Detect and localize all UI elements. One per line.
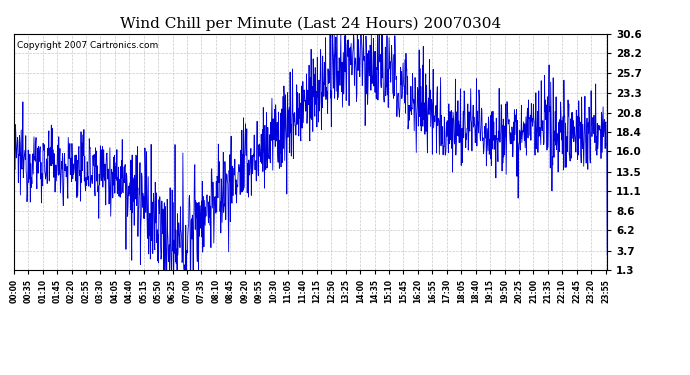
Title: Wind Chill per Minute (Last 24 Hours) 20070304: Wind Chill per Minute (Last 24 Hours) 20… bbox=[120, 17, 501, 31]
Text: Copyright 2007 Cartronics.com: Copyright 2007 Cartronics.com bbox=[17, 41, 158, 50]
